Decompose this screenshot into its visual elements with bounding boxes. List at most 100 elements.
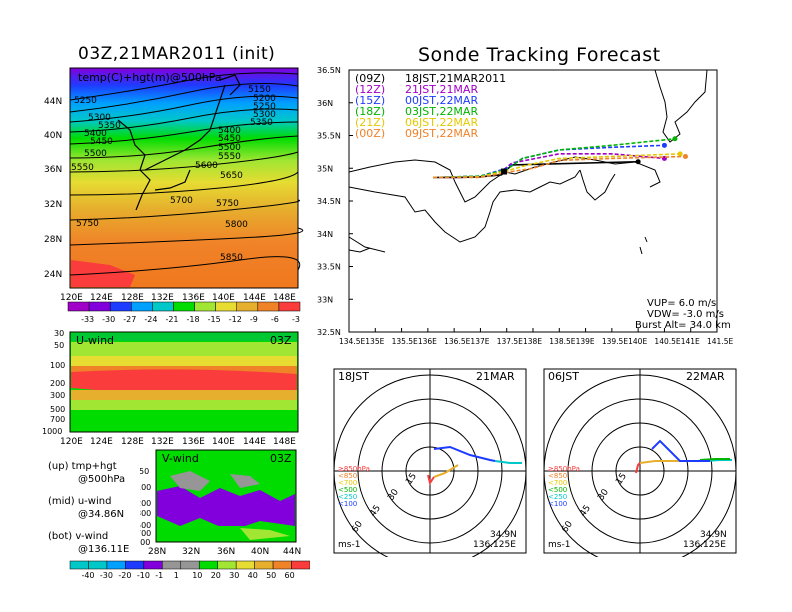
map500-ytick: 40N bbox=[44, 131, 62, 141]
hodo2-lat: 34.9N bbox=[700, 530, 727, 540]
note-line: (mid) u-wind bbox=[48, 496, 112, 507]
contour-label: 5400 bbox=[218, 126, 241, 136]
hodograph-trace bbox=[433, 464, 459, 478]
wind-colorbar-swatch bbox=[162, 560, 182, 570]
wind-colorbar-swatch bbox=[254, 560, 274, 570]
vwind-ytick: 500 bbox=[140, 521, 151, 530]
map500-ytick: 24N bbox=[44, 270, 62, 280]
landing-point bbox=[661, 142, 667, 148]
lon-tick-label: 140.5E bbox=[654, 337, 680, 346]
hodograph-trace bbox=[433, 445, 496, 462]
map500-xtick: 124E bbox=[90, 293, 113, 303]
uwind-xtick: 148E bbox=[273, 437, 296, 447]
wind-colorbar-swatch bbox=[143, 560, 163, 570]
hodograph-trace bbox=[699, 458, 730, 461]
map500-x-ticks: 120E 124E 128E 132E 136E 140E 144E 148E bbox=[60, 293, 296, 303]
lat-tick-label: 33N bbox=[317, 295, 333, 304]
level-legend-item: <850 bbox=[338, 472, 357, 480]
uwind-y-ticks: 30 50 100 200 300 500 700 1000 bbox=[42, 329, 65, 436]
contour-label: 5450 bbox=[90, 137, 113, 147]
right-title: Sonde Tracking Forecast bbox=[418, 44, 661, 66]
lon-tick-label: 135.5E bbox=[392, 337, 418, 346]
level-legend-item: <100 bbox=[548, 500, 567, 508]
landing-point bbox=[672, 136, 678, 142]
colorbar-swatch bbox=[131, 301, 153, 312]
contour-labels: 5250 5300 5350 5400 5450 5500 5550 5150 … bbox=[71, 85, 276, 263]
uwind-xtick: 140E bbox=[212, 437, 235, 447]
contour-label: 5800 bbox=[225, 220, 248, 230]
colorbar-swatch bbox=[88, 301, 111, 312]
contour-label: 5250 bbox=[253, 102, 276, 112]
lon-tick-label: 136E bbox=[418, 337, 437, 346]
vwind-ytick: 1000 bbox=[140, 538, 150, 547]
legend-text: 09JST,22MAR bbox=[405, 127, 478, 140]
vwind-ytick: 300 bbox=[140, 509, 151, 518]
hodograph-trace bbox=[427, 474, 435, 486]
param-burst: Burst Alt= 34.0 km bbox=[635, 320, 731, 331]
uwind-ytick: 500 bbox=[50, 405, 65, 414]
legend-code: (18Z) bbox=[355, 105, 385, 118]
lon-tick-label: 134.5E bbox=[339, 337, 365, 346]
contour-label: 5350 bbox=[250, 118, 273, 128]
wind-colorbar-label: 30 bbox=[229, 571, 239, 580]
colorbar-label: -15 bbox=[208, 315, 221, 324]
vwind-label: V-wind bbox=[162, 452, 199, 465]
hodograph-trace bbox=[494, 460, 522, 464]
left-title: 03Z,21MAR2011 (init) bbox=[78, 44, 276, 64]
lon-tick-label: 138E bbox=[523, 337, 542, 346]
lon-tick-label: 139.5E bbox=[602, 337, 628, 346]
level-legend-item: <100 bbox=[338, 500, 357, 508]
colorbar-swatch bbox=[278, 301, 301, 312]
hodo2-time: 06JST bbox=[548, 370, 579, 383]
lon-tick-label: 138.5E bbox=[549, 337, 575, 346]
wind-colorbar-swatch bbox=[291, 560, 310, 570]
track-series bbox=[433, 136, 688, 179]
colorbar-label: -30 bbox=[102, 315, 115, 324]
lat-tick-label: 32.5N bbox=[317, 328, 341, 337]
wind-colorbar-label: 40 bbox=[248, 571, 258, 580]
contour-label: 5500 bbox=[218, 143, 241, 153]
note-line: (bot) v-wind bbox=[48, 531, 109, 542]
landing-point bbox=[635, 159, 641, 165]
hodo1-lon: 136.125E bbox=[473, 540, 516, 550]
uwind-ytick: 30 bbox=[54, 329, 64, 338]
colorbar-swatch bbox=[194, 301, 216, 312]
wind-colorbar-label: 1 bbox=[174, 571, 179, 580]
colorbar-label: -27 bbox=[123, 315, 136, 324]
level-legend-item: <250 bbox=[338, 493, 357, 501]
map500-ytick: 44N bbox=[44, 97, 62, 107]
uwind-xtick: 124E bbox=[90, 437, 113, 447]
vwind-ytick: 700 bbox=[140, 529, 151, 538]
map500-xtick: 128E bbox=[121, 293, 144, 303]
legend-code: (15Z) bbox=[355, 94, 385, 107]
track-line bbox=[433, 155, 686, 179]
legend-code: (12Z) bbox=[355, 83, 385, 96]
hodo1-lat: 34.9N bbox=[490, 530, 517, 540]
vwind-panel: V-wind 03Z 50 100 200 300 500 700 1000 2… bbox=[140, 449, 301, 557]
contour-label: 5300 bbox=[253, 110, 276, 120]
vwind-x-ticks: 28N 32N 36N 40N 44N bbox=[148, 547, 301, 557]
note-mid: (mid) u-wind @34.86N bbox=[48, 495, 129, 521]
legend-text: 18JST,21MAR2011 bbox=[405, 72, 506, 85]
lat-tick-label: 35.5N bbox=[317, 132, 341, 141]
launch-marker bbox=[501, 168, 508, 175]
wind-colorbar: -40 -30 -20 -10 -1 1 10 20 30 40 50 60 bbox=[69, 560, 310, 580]
contour-label: 5300 bbox=[88, 113, 111, 123]
uwind-ytick: 1000 bbox=[42, 427, 62, 436]
contour-label: 5450 bbox=[218, 134, 241, 144]
vwind-y-ticks: 50 100 200 300 500 700 1000 bbox=[140, 467, 151, 547]
wind-colorbar-label: -1 bbox=[155, 571, 163, 580]
contour-label: 5550 bbox=[218, 152, 241, 162]
vwind-xtick: 32N bbox=[182, 547, 200, 557]
map500-xtick: 144E bbox=[243, 293, 266, 303]
note-bot: (bot) v-wind @136.11E bbox=[48, 530, 129, 556]
vwind-xtick: 40N bbox=[251, 547, 269, 557]
uwind-xtick: 136E bbox=[182, 437, 205, 447]
contour-label: 5750 bbox=[216, 199, 239, 209]
level-legend-item: <700 bbox=[548, 479, 567, 487]
lat-tick-label: 33.5N bbox=[317, 263, 341, 272]
wind-colorbar-swatch bbox=[125, 560, 145, 570]
note-line: (up) tmp+hgt bbox=[48, 461, 117, 472]
contour-label: 5350 bbox=[98, 121, 121, 131]
uwind-label: U-wind bbox=[76, 334, 114, 347]
